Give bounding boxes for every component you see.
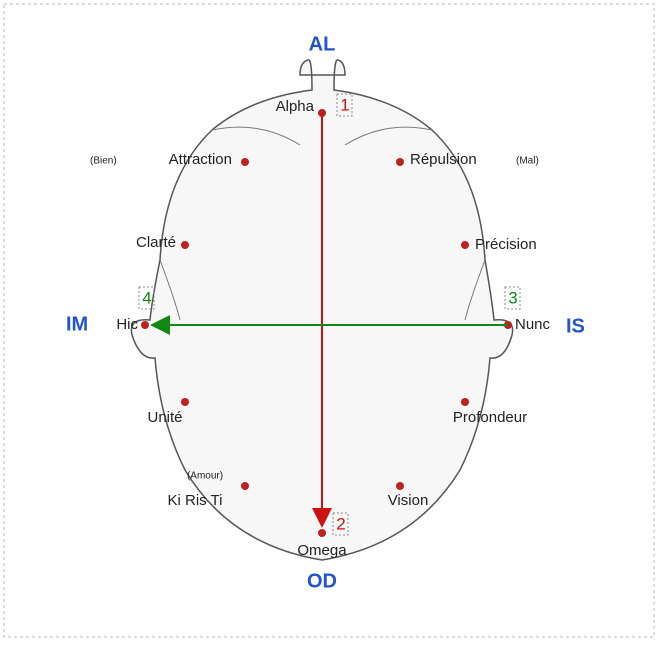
axis-label: IM [66, 313, 88, 335]
point-label: Nunc [515, 316, 551, 333]
diagram: AL OD IM IS Alpha (Bien) Attraction Répu… [0, 0, 658, 641]
point-label: Omega [297, 542, 347, 559]
point-label: Profondeur [453, 409, 527, 426]
point-label: Ki Ris Ti [167, 492, 222, 509]
axis-label: IS [566, 315, 585, 337]
axis-label: AL [309, 33, 336, 55]
marker: 4 [142, 288, 151, 307]
point-label: Répulsion [410, 151, 477, 168]
point-label: Précision [475, 236, 537, 253]
point-note: (Amour) [187, 471, 223, 482]
point-label: Hic [116, 316, 138, 333]
point-label: Vision [388, 492, 429, 509]
axis-label: OD [307, 570, 337, 592]
point-note: (Bien) [90, 156, 117, 167]
marker: 3 [508, 288, 517, 307]
point-label: Alpha [276, 98, 315, 115]
point-label: Clarté [136, 234, 176, 251]
marker: 1 [340, 95, 349, 114]
point-label: Attraction [169, 151, 232, 168]
point-label: Unité [147, 409, 182, 426]
marker: 2 [336, 514, 345, 533]
point-note: (Mal) [516, 156, 539, 167]
